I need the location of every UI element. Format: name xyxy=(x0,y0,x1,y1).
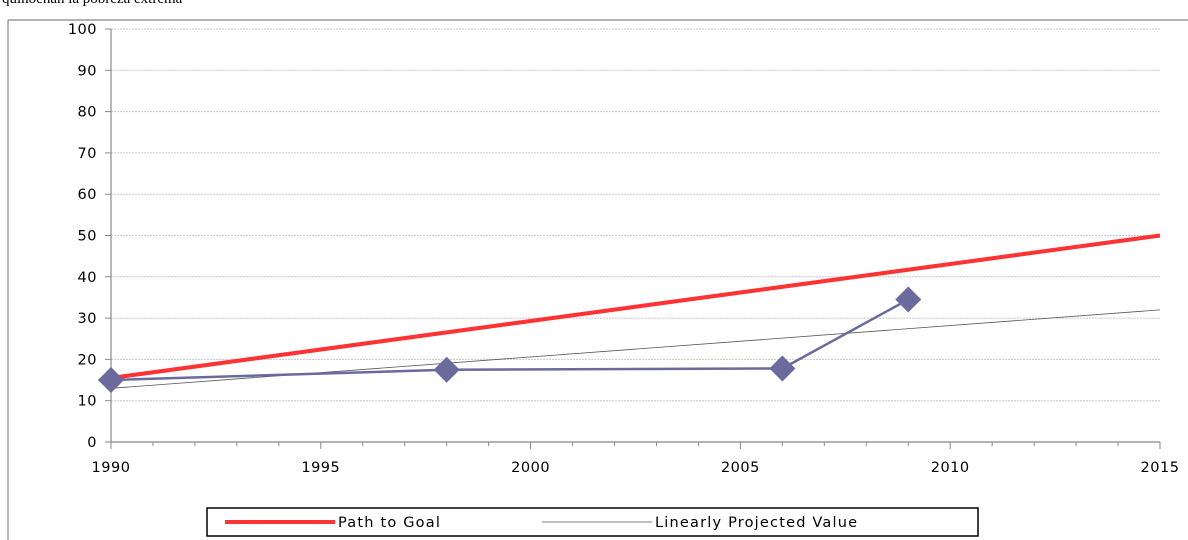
data-point-diamond xyxy=(769,355,796,382)
y-tick-label: 100 xyxy=(68,22,97,38)
legend-label-path-to-goal: Path to Goal xyxy=(338,515,441,531)
y-tick-label: 70 xyxy=(78,146,97,162)
y-tick-label: 50 xyxy=(78,229,97,245)
header-text-fragment: quinoenan la pobreza extrema xyxy=(2,0,182,8)
y-tick-label: 40 xyxy=(78,270,97,286)
series-line-actual xyxy=(110,298,909,382)
y-tick-label: 30 xyxy=(78,311,97,327)
x-tick-label: 2000 xyxy=(511,460,550,476)
y-tick-label: 0 xyxy=(87,435,97,451)
y-tick-label: 90 xyxy=(78,63,97,79)
y-tick-label: 10 xyxy=(78,394,97,410)
x-tick-label: 1990 xyxy=(92,460,131,476)
x-tick-label: 2015 xyxy=(1141,460,1180,476)
x-tick-label: 2005 xyxy=(721,460,760,476)
data-point-diamond xyxy=(98,367,124,394)
series-line-linearly-projected-value xyxy=(110,309,1161,389)
y-tick-label: 60 xyxy=(78,187,97,203)
series-line-path-to-goal xyxy=(110,233,1161,380)
data-point-diamond xyxy=(895,286,922,313)
y-tick-label: 80 xyxy=(78,105,97,121)
x-tick-label: 1995 xyxy=(301,460,340,476)
y-tick-label: 20 xyxy=(78,352,97,368)
x-tick-label: 2010 xyxy=(931,460,970,476)
data-point-diamond xyxy=(433,356,460,383)
legend-label-linearly-projected-value: Linearly Projected Value xyxy=(655,515,858,531)
